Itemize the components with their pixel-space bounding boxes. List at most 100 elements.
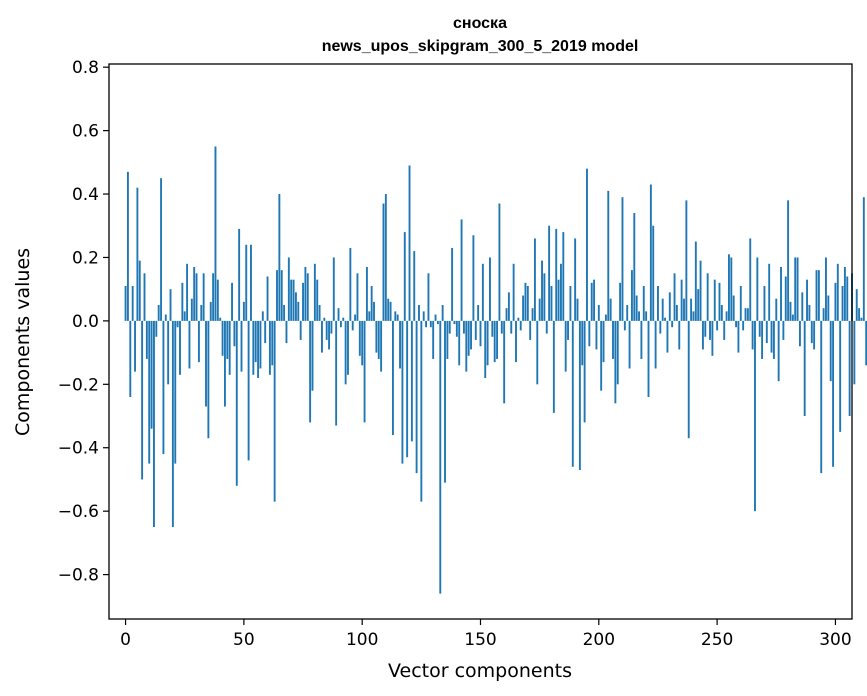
- bar-141: [458, 320, 461, 366]
- bar-11: [150, 320, 153, 429]
- bar-122: [413, 251, 416, 321]
- bar-182: [555, 228, 558, 321]
- bar-288: [806, 279, 808, 321]
- bar-62: [271, 320, 274, 366]
- y-tick-label: −0.4: [58, 439, 99, 459]
- bar-217: [638, 311, 640, 321]
- bar-192: [578, 320, 581, 470]
- bar-180: [550, 286, 553, 321]
- bar-209: [619, 282, 622, 321]
- bar-90: [337, 308, 340, 321]
- bar-294: [820, 320, 823, 474]
- bar-289: [808, 305, 811, 321]
- bar-120: [408, 165, 411, 321]
- bar-212: [626, 305, 629, 321]
- bar-218: [640, 320, 643, 359]
- bar-188: [569, 286, 572, 321]
- bar-202: [602, 320, 605, 363]
- bar-292: [815, 270, 818, 321]
- bar-7: [141, 320, 144, 480]
- bar-135: [444, 320, 446, 483]
- bar-249: [713, 279, 716, 321]
- bar-61: [268, 320, 271, 375]
- bar-109: [382, 203, 385, 321]
- bar-21: [174, 320, 177, 464]
- bar-227: [661, 298, 664, 321]
- bar-46: [233, 320, 236, 347]
- bar-193: [581, 320, 584, 366]
- bar-43: [226, 320, 229, 359]
- bar-105: [373, 301, 375, 321]
- bar-205: [609, 298, 612, 321]
- bar-40: [219, 317, 222, 321]
- bar-10: [148, 320, 151, 464]
- bar-102: [365, 266, 368, 321]
- bar-48: [238, 228, 241, 321]
- bar-243: [699, 260, 702, 321]
- bar-171: [529, 320, 532, 340]
- x-tick-label: 0: [120, 630, 131, 650]
- bar-30: [195, 273, 198, 321]
- bar-56: [257, 320, 260, 378]
- bar-149: [477, 305, 480, 321]
- y-tick-label: −0.6: [58, 502, 99, 522]
- bar-277: [780, 266, 782, 321]
- bar-51: [245, 244, 248, 321]
- bar-74: [299, 320, 302, 340]
- bar-129: [429, 320, 432, 328]
- bar-308: [853, 320, 856, 385]
- bar-271: [765, 320, 768, 344]
- bar-256: [730, 257, 733, 321]
- bar-170: [526, 286, 529, 321]
- bar-303: [841, 286, 844, 321]
- bar-55: [254, 320, 257, 363]
- bar-50: [242, 301, 245, 321]
- bar-41: [221, 320, 224, 356]
- bars: [124, 146, 867, 594]
- x-axis-ticks: 0 50 100 150 200 250 300: [120, 619, 852, 650]
- bar-268: [758, 320, 761, 337]
- bar-234: [678, 320, 681, 350]
- y-tick-label: 0.6: [72, 122, 99, 142]
- bar-215: [633, 213, 636, 321]
- bar-228: [664, 317, 667, 321]
- bar-145: [467, 320, 470, 356]
- y-axis-ticks: −0.8 −0.6 −0.4 −0.2 0.0 0.2 0.4 0.6 0.8: [58, 58, 109, 586]
- bar-39: [216, 279, 219, 321]
- bar-287: [803, 320, 806, 417]
- bar-229: [666, 320, 669, 353]
- bar-204: [607, 190, 610, 321]
- bar-195: [586, 168, 588, 321]
- bar-207: [614, 320, 617, 404]
- y-tick-label: −0.8: [58, 566, 99, 586]
- bar-196: [588, 320, 591, 347]
- bar-221: [647, 320, 650, 397]
- bar-285: [799, 320, 801, 347]
- bar-77: [306, 273, 309, 321]
- bar-31: [197, 320, 200, 363]
- bar-154: [489, 257, 491, 321]
- bar-101: [363, 320, 366, 423]
- bar-111: [387, 298, 390, 321]
- bar-158: [498, 203, 501, 321]
- bar-165: [515, 320, 517, 363]
- bar-127: [425, 320, 428, 328]
- bar-85: [325, 320, 328, 340]
- bar-239: [690, 298, 693, 321]
- bar-22: [176, 320, 179, 328]
- y-tick-label: 0.4: [72, 185, 99, 205]
- bar-262: [744, 308, 747, 321]
- bar-258: [735, 320, 737, 328]
- bar-75: [302, 282, 304, 321]
- y-axis-label: Components values: [12, 248, 34, 436]
- bar-14: [157, 305, 160, 321]
- bar-286: [801, 292, 804, 321]
- bar-261: [742, 320, 745, 331]
- y-tick-label: −0.2: [58, 375, 99, 395]
- bar-306: [848, 320, 851, 417]
- bar-143: [462, 320, 465, 334]
- bar-88: [332, 257, 335, 321]
- x-tick-label: 200: [583, 630, 615, 650]
- bar-138: [451, 247, 454, 321]
